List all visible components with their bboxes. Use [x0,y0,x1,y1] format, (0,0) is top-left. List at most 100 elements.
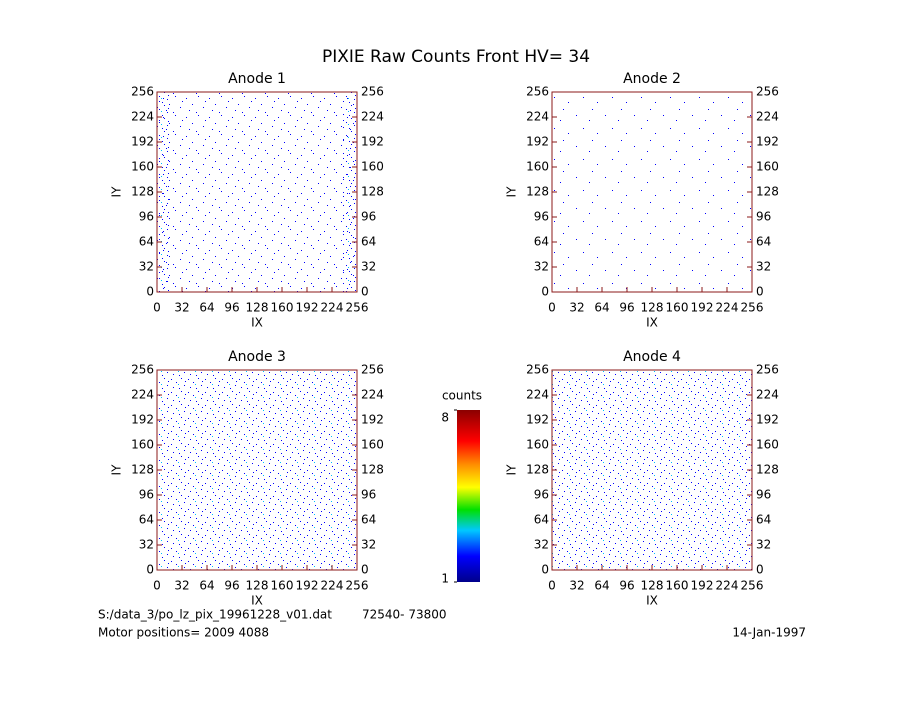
y2-tick-label: 0 [361,563,369,577]
y2-tick-label: 0 [361,285,369,299]
y-tick-label: 224 [526,388,549,402]
y2-tick-label: 64 [361,235,376,249]
y-tick-label: 64 [534,513,549,527]
y2-tick-label: 96 [361,488,376,502]
y-tick-label: 160 [131,160,154,174]
image-texture [157,370,357,570]
y2-tick-label: 32 [361,538,376,552]
y2-tick-label: 64 [756,513,771,527]
y-axis-label: IY [110,186,124,198]
y2-tick-label: 192 [361,413,384,427]
y2-tick-label: 160 [756,160,779,174]
x-tick-label: 192 [296,579,319,593]
x-tick-label: 256 [741,579,764,593]
x-tick-label: 96 [224,301,239,315]
panel-title: Anode 4 [623,349,681,365]
x-tick-label: 160 [271,301,294,315]
y2-tick-label: 96 [756,210,771,224]
x-axis-label: IX [646,594,658,608]
panel-title: Anode 3 [228,349,286,365]
x-tick-label: 64 [199,301,214,315]
x-tick-label: 128 [641,579,664,593]
y2-tick-label: 224 [361,388,384,402]
y2-tick-label: 96 [361,210,376,224]
y-tick-label: 256 [131,363,154,377]
y-tick-label: 128 [526,463,549,477]
y-tick-label: 96 [139,210,154,224]
y-tick-label: 0 [146,285,154,299]
y-tick-label: 256 [131,85,154,99]
x-axis-label: IX [251,594,263,608]
colorbar-tick-label: 1 [441,572,449,586]
y-axis-label: IY [505,186,519,198]
x-tick-label: 224 [716,301,739,315]
x-axis-label: IX [251,316,263,330]
x-tick-label: 96 [619,579,634,593]
y-axis-label: IY [110,464,124,476]
y2-tick-label: 128 [756,185,779,199]
y-tick-label: 256 [526,363,549,377]
image-texture [552,92,752,292]
x-tick-label: 224 [321,579,344,593]
footer-date: 14-Jan-1997 [732,626,806,640]
x-tick-label: 128 [641,301,664,315]
x-tick-label: 0 [153,301,161,315]
y-tick-label: 192 [131,413,154,427]
x-tick-label: 160 [666,579,689,593]
x-tick-label: 64 [594,301,609,315]
footer-motor: Motor positions= 2009 4088 [98,626,269,640]
y-tick-label: 0 [541,563,549,577]
figure-title: PIXIE Raw Counts Front HV= 34 [322,47,590,67]
y-tick-label: 32 [139,260,154,274]
image-texture [552,370,752,570]
y-tick-label: 192 [526,413,549,427]
y2-tick-label: 256 [756,85,779,99]
y2-tick-label: 160 [361,438,384,452]
y2-tick-label: 32 [361,260,376,274]
y-tick-label: 32 [534,260,549,274]
y-tick-label: 192 [526,135,549,149]
x-tick-label: 32 [569,579,584,593]
y2-tick-label: 224 [756,388,779,402]
y-tick-label: 128 [131,463,154,477]
y-tick-label: 224 [131,110,154,124]
panel-title: Anode 1 [228,71,286,87]
y-tick-label: 160 [526,438,549,452]
panel-title: Anode 2 [623,71,681,87]
colorbar-tick-label: 8 [441,411,449,425]
y-tick-label: 32 [139,538,154,552]
x-tick-label: 256 [741,301,764,315]
y2-tick-label: 128 [756,463,779,477]
y2-tick-label: 256 [756,363,779,377]
y-tick-label: 0 [146,563,154,577]
y-tick-label: 0 [541,285,549,299]
x-tick-label: 128 [246,579,269,593]
y-tick-label: 128 [526,185,549,199]
y2-tick-label: 32 [756,538,771,552]
y-tick-label: 224 [526,110,549,124]
y2-tick-label: 256 [361,85,384,99]
y2-tick-label: 0 [756,285,764,299]
x-tick-label: 160 [271,579,294,593]
colorbar [457,410,480,582]
y2-tick-label: 0 [756,563,764,577]
y2-tick-label: 256 [361,363,384,377]
y-tick-label: 96 [139,488,154,502]
y2-tick-label: 64 [361,513,376,527]
image-texture [157,92,357,292]
x-tick-label: 32 [174,301,189,315]
x-tick-label: 32 [569,301,584,315]
y-tick-label: 224 [131,388,154,402]
x-tick-label: 0 [153,579,161,593]
x-tick-label: 64 [199,579,214,593]
y-tick-label: 64 [534,235,549,249]
x-tick-label: 96 [224,579,239,593]
y-tick-label: 128 [131,185,154,199]
y-tick-label: 96 [534,210,549,224]
y2-tick-label: 128 [361,185,384,199]
y2-tick-label: 224 [361,110,384,124]
x-tick-label: 256 [346,579,369,593]
y-tick-label: 64 [139,513,154,527]
y-tick-label: 160 [526,160,549,174]
